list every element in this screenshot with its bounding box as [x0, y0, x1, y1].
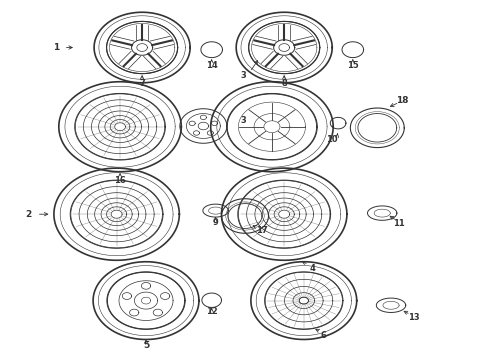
Text: 4: 4 — [310, 264, 316, 273]
Text: 3: 3 — [240, 116, 246, 125]
Text: 12: 12 — [206, 306, 218, 315]
Text: 14: 14 — [206, 61, 218, 70]
Text: 3: 3 — [240, 71, 246, 80]
Text: 18: 18 — [395, 96, 408, 105]
Text: 11: 11 — [393, 219, 405, 228]
Text: 5: 5 — [143, 341, 149, 350]
Text: 16: 16 — [114, 176, 126, 185]
Text: 1: 1 — [53, 43, 59, 52]
Text: 13: 13 — [408, 313, 420, 322]
Text: 8: 8 — [281, 79, 287, 88]
Text: 17: 17 — [256, 226, 268, 235]
Text: 2: 2 — [25, 210, 31, 219]
Text: 15: 15 — [347, 61, 359, 70]
Text: 7: 7 — [139, 79, 145, 88]
Text: 10: 10 — [326, 135, 338, 144]
Text: 9: 9 — [213, 217, 219, 227]
Text: 6: 6 — [320, 331, 326, 340]
